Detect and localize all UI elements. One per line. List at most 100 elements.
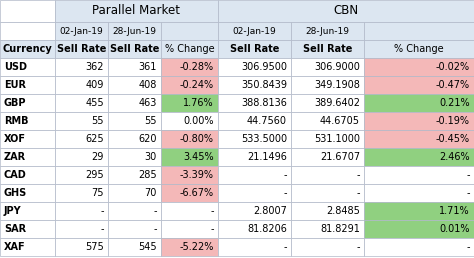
- Bar: [55, 130, 108, 148]
- Bar: [55, 76, 108, 94]
- Bar: [218, 94, 291, 112]
- Text: -: -: [154, 206, 157, 216]
- Bar: [218, 22, 291, 40]
- Text: -3.39%: -3.39%: [180, 170, 214, 180]
- Text: -0.28%: -0.28%: [180, 62, 214, 72]
- Bar: [108, 184, 161, 202]
- Text: XOF: XOF: [4, 134, 26, 144]
- Text: 44.6705: 44.6705: [320, 116, 360, 126]
- Bar: [161, 184, 218, 202]
- Bar: [364, 238, 474, 256]
- Text: -0.47%: -0.47%: [436, 80, 470, 90]
- Text: 02-Jan-19: 02-Jan-19: [233, 27, 276, 36]
- Text: 28-Jun-19: 28-Jun-19: [306, 27, 349, 36]
- Text: 21.1496: 21.1496: [247, 152, 287, 162]
- Text: CAD: CAD: [4, 170, 27, 180]
- Bar: [218, 184, 291, 202]
- Bar: [55, 166, 108, 184]
- Bar: [161, 220, 218, 238]
- Text: Parallel Market: Parallel Market: [92, 4, 181, 18]
- Bar: [161, 58, 218, 76]
- Bar: [364, 58, 474, 76]
- Text: 350.8439: 350.8439: [241, 80, 287, 90]
- Bar: [0, 94, 55, 112]
- Bar: [291, 184, 364, 202]
- Text: 30: 30: [145, 152, 157, 162]
- Bar: [218, 220, 291, 238]
- Bar: [291, 22, 364, 40]
- Bar: [161, 40, 218, 58]
- Bar: [161, 166, 218, 184]
- Text: 531.1000: 531.1000: [314, 134, 360, 144]
- Text: 81.8206: 81.8206: [247, 224, 287, 234]
- Text: 545: 545: [138, 242, 157, 252]
- Text: 2.46%: 2.46%: [439, 152, 470, 162]
- Text: Currency: Currency: [3, 44, 52, 54]
- Bar: [291, 40, 364, 58]
- Text: USD: USD: [4, 62, 27, 72]
- Text: % Change: % Change: [164, 44, 214, 54]
- Text: -0.24%: -0.24%: [180, 80, 214, 90]
- Text: -: -: [283, 242, 287, 252]
- Bar: [161, 148, 218, 166]
- Bar: [364, 220, 474, 238]
- Bar: [0, 202, 55, 220]
- Text: EUR: EUR: [4, 80, 26, 90]
- Text: 0.21%: 0.21%: [439, 98, 470, 108]
- Text: -5.22%: -5.22%: [180, 242, 214, 252]
- Bar: [364, 22, 474, 40]
- Text: ZAR: ZAR: [4, 152, 26, 162]
- Text: -: -: [210, 224, 214, 234]
- Text: 2.8007: 2.8007: [253, 206, 287, 216]
- Bar: [161, 130, 218, 148]
- Text: 21.6707: 21.6707: [320, 152, 360, 162]
- Text: 533.5000: 533.5000: [241, 134, 287, 144]
- Bar: [364, 40, 474, 58]
- Text: -: -: [466, 170, 470, 180]
- Bar: [0, 238, 55, 256]
- Bar: [55, 58, 108, 76]
- Text: 285: 285: [138, 170, 157, 180]
- Bar: [291, 166, 364, 184]
- Text: -: -: [100, 206, 104, 216]
- Bar: [55, 148, 108, 166]
- Text: 306.9500: 306.9500: [241, 62, 287, 72]
- Text: -: -: [283, 188, 287, 198]
- Text: 361: 361: [138, 62, 157, 72]
- Text: 1.71%: 1.71%: [439, 206, 470, 216]
- Bar: [218, 202, 291, 220]
- Text: 463: 463: [138, 98, 157, 108]
- Text: -: -: [356, 188, 360, 198]
- Text: -: -: [283, 170, 287, 180]
- Bar: [218, 0, 474, 22]
- Text: GBP: GBP: [4, 98, 27, 108]
- Bar: [55, 112, 108, 130]
- Bar: [108, 238, 161, 256]
- Text: 0.00%: 0.00%: [183, 116, 214, 126]
- Bar: [55, 238, 108, 256]
- Bar: [161, 76, 218, 94]
- Bar: [0, 166, 55, 184]
- Bar: [55, 184, 108, 202]
- Text: GHS: GHS: [4, 188, 27, 198]
- Bar: [291, 148, 364, 166]
- Bar: [364, 184, 474, 202]
- Text: -0.45%: -0.45%: [436, 134, 470, 144]
- Text: 620: 620: [138, 134, 157, 144]
- Bar: [0, 112, 55, 130]
- Text: 1.76%: 1.76%: [183, 98, 214, 108]
- Bar: [291, 94, 364, 112]
- Bar: [0, 76, 55, 94]
- Text: -0.80%: -0.80%: [180, 134, 214, 144]
- Bar: [0, 0, 55, 22]
- Bar: [108, 22, 161, 40]
- Text: XAF: XAF: [4, 242, 26, 252]
- Text: -6.67%: -6.67%: [180, 188, 214, 198]
- Bar: [364, 112, 474, 130]
- Text: JPY: JPY: [4, 206, 22, 216]
- Text: Sell Rate: Sell Rate: [230, 44, 279, 54]
- Text: 455: 455: [85, 98, 104, 108]
- Bar: [108, 112, 161, 130]
- Bar: [291, 58, 364, 76]
- Text: 02-Jan-19: 02-Jan-19: [60, 27, 103, 36]
